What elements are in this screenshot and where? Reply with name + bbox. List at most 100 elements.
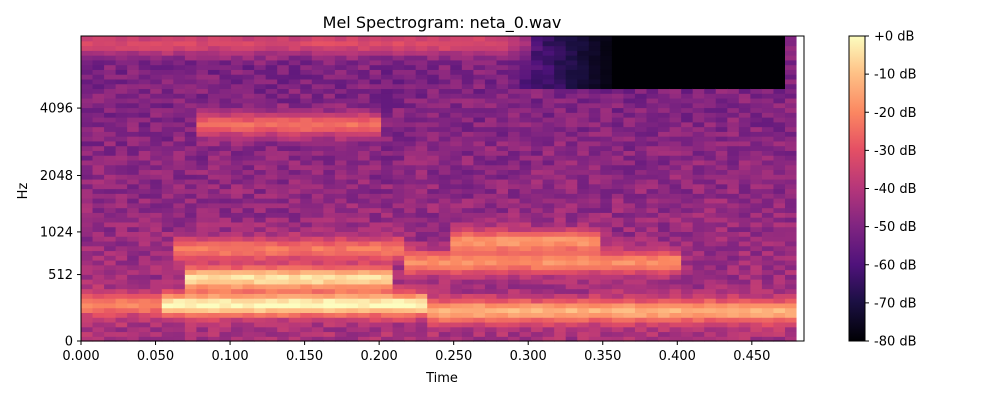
spectrogram-cell: [531, 112, 544, 118]
spectrogram-cell: [277, 269, 290, 275]
spectrogram-cell: [727, 55, 740, 61]
spectrogram-cell: [184, 159, 198, 166]
spectrogram-cell: [785, 221, 798, 228]
spectrogram-cell: [300, 236, 313, 242]
spectrogram-cell: [415, 259, 428, 266]
spectrogram-cell: [127, 159, 140, 166]
spectrogram-cell: [646, 145, 659, 151]
spectrogram-cell: [450, 50, 463, 56]
spectrogram-cell: [461, 231, 474, 237]
spectrogram-cell: [738, 97, 751, 104]
spectrogram-cell: [173, 288, 186, 294]
spectrogram-cell: [357, 255, 371, 261]
spectrogram-cell: [438, 326, 451, 333]
spectrogram-cell: [565, 164, 578, 171]
spectrogram-cell: [738, 202, 751, 209]
spectrogram-cell: [508, 240, 521, 247]
spectrogram-cell: [357, 245, 371, 252]
spectrogram-cell: [738, 164, 751, 171]
spectrogram-cell: [300, 331, 313, 337]
spectrogram-cell: [761, 64, 775, 70]
spectrogram-cell: [473, 178, 486, 185]
spectrogram-cell: [300, 302, 313, 309]
spectrogram-cell: [531, 221, 544, 228]
spectrogram-cell: [600, 69, 613, 75]
spectrogram-cell: [658, 117, 671, 123]
spectrogram-cell: [611, 269, 625, 275]
spectrogram-cell: [773, 217, 786, 223]
spectrogram-cell: [265, 207, 278, 213]
spectrogram-cell: [611, 207, 625, 213]
spectrogram-cell: [450, 131, 463, 137]
spectrogram-cell: [161, 150, 174, 156]
spectrogram-cell: [346, 226, 359, 232]
spectrogram-cell: [334, 336, 348, 342]
spectrogram-cell: [357, 183, 371, 190]
spectrogram-cell: [427, 269, 440, 275]
spectrogram-cell: [161, 36, 174, 42]
spectrogram-cell: [738, 59, 751, 66]
spectrogram-cell: [600, 155, 613, 161]
spectrogram-cell: [150, 255, 163, 261]
spectrogram-cell: [473, 112, 486, 118]
spectrogram-cell: [231, 336, 244, 342]
spectrogram-cell: [161, 302, 174, 309]
x-tick-label: 0.300: [510, 349, 547, 364]
spectrogram-cell: [127, 55, 140, 61]
spectrogram-cell: [508, 45, 521, 51]
spectrogram-cell: [669, 83, 682, 90]
spectrogram-cell: [738, 279, 751, 285]
spectrogram-cell: [288, 279, 301, 285]
spectrogram-cell: [207, 193, 221, 199]
spectrogram-cell: [161, 231, 174, 237]
spectrogram-cell: [231, 112, 244, 118]
spectrogram-cell: [565, 117, 578, 123]
y-tick-label: 512: [48, 268, 73, 283]
spectrogram-cell: [219, 40, 232, 47]
spectrogram-cell: [81, 36, 94, 42]
spectrogram-cell: [381, 321, 394, 328]
spectrogram-cell: [127, 226, 140, 232]
spectrogram-cell: [150, 74, 163, 80]
spectrogram-cell: [508, 198, 521, 204]
spectrogram-cell: [681, 40, 694, 47]
spectrogram-cell: [173, 88, 186, 94]
spectrogram-cell: [207, 336, 221, 342]
spectrogram-cell: [450, 269, 463, 275]
spectrogram-cell: [219, 178, 232, 185]
spectrogram-cell: [427, 136, 440, 142]
spectrogram-cell: [277, 207, 290, 213]
spectrogram-cell: [196, 279, 209, 285]
spectrogram-cell: [346, 131, 359, 137]
spectrogram-cell: [127, 259, 140, 266]
spectrogram-cell: [161, 178, 174, 185]
spectrogram-cell: [611, 274, 625, 280]
spectrogram-cell: [231, 150, 244, 156]
spectrogram-cell: [554, 83, 567, 90]
spectrogram-cell: [254, 40, 267, 47]
spectrogram-cell: [669, 207, 682, 213]
spectrogram-cell: [300, 264, 313, 271]
spectrogram-cell: [623, 117, 636, 123]
spectrogram-cell: [554, 221, 567, 228]
spectrogram-cell: [196, 255, 209, 261]
spectrogram-cell: [207, 78, 221, 85]
spectrogram-cell: [577, 93, 590, 99]
spectrogram-cell: [288, 193, 301, 199]
spectrogram-cell: [127, 321, 140, 328]
spectrogram-cell: [450, 250, 463, 256]
spectrogram-cell: [427, 279, 440, 285]
spectrogram-cell: [669, 231, 682, 237]
spectrogram-cell: [92, 83, 105, 90]
spectrogram-cell: [173, 207, 186, 213]
spectrogram-cell: [138, 174, 151, 180]
spectrogram-cell: [669, 131, 682, 137]
spectrogram-cell: [577, 255, 590, 261]
spectrogram-cell: [196, 155, 209, 161]
spectrogram-cell: [369, 145, 382, 151]
spectrogram-cell: [773, 50, 786, 56]
spectrogram-cell: [404, 321, 417, 328]
spectrogram-cell: [404, 288, 417, 294]
spectrogram-cell: [196, 97, 209, 104]
spectrogram-cell: [623, 245, 636, 252]
